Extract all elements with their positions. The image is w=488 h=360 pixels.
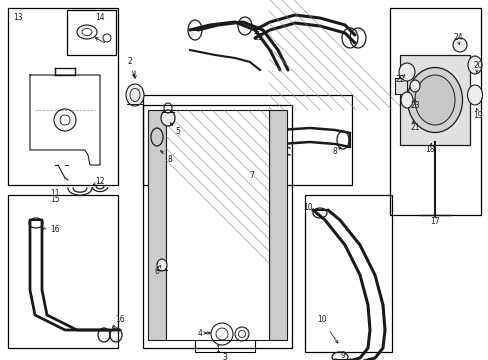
Ellipse shape xyxy=(161,110,175,126)
Ellipse shape xyxy=(414,75,454,125)
Ellipse shape xyxy=(398,63,414,81)
Text: 10: 10 xyxy=(317,315,326,324)
Bar xyxy=(148,110,165,340)
Bar xyxy=(389,8,480,215)
Text: 13: 13 xyxy=(13,13,23,22)
Bar xyxy=(195,316,254,352)
Text: 7: 7 xyxy=(249,171,254,180)
Text: 18: 18 xyxy=(425,145,434,154)
Text: 5: 5 xyxy=(175,127,180,136)
Text: 6: 6 xyxy=(154,267,159,276)
Bar xyxy=(399,55,469,145)
Bar xyxy=(165,110,268,340)
Ellipse shape xyxy=(157,259,167,271)
Bar xyxy=(8,195,118,348)
Text: 2: 2 xyxy=(127,58,132,67)
Text: 23: 23 xyxy=(409,100,419,109)
Bar xyxy=(142,105,291,348)
Text: 14: 14 xyxy=(95,13,104,22)
Ellipse shape xyxy=(126,84,143,106)
Bar xyxy=(142,95,351,185)
Text: 9: 9 xyxy=(340,351,345,360)
Text: 21: 21 xyxy=(409,123,419,132)
Text: 16: 16 xyxy=(115,315,124,324)
Text: 15: 15 xyxy=(50,195,60,204)
Text: 10: 10 xyxy=(303,202,312,211)
Bar xyxy=(8,8,118,185)
Ellipse shape xyxy=(407,68,462,132)
Text: 11: 11 xyxy=(50,189,60,198)
Ellipse shape xyxy=(467,85,482,105)
Text: 19: 19 xyxy=(472,111,482,120)
Ellipse shape xyxy=(452,38,466,52)
Text: 8: 8 xyxy=(332,148,337,157)
Text: 8: 8 xyxy=(167,156,172,165)
Text: 20: 20 xyxy=(472,60,482,69)
Text: 25: 25 xyxy=(253,33,262,42)
Text: 1: 1 xyxy=(215,346,220,355)
Text: 17: 17 xyxy=(429,217,439,226)
Text: 22: 22 xyxy=(394,76,404,85)
Text: 3: 3 xyxy=(222,354,227,360)
Text: 4: 4 xyxy=(197,328,202,338)
Bar xyxy=(305,195,391,352)
Text: 16: 16 xyxy=(50,225,60,234)
Text: 12: 12 xyxy=(95,177,104,186)
Text: 24: 24 xyxy=(452,33,462,42)
Ellipse shape xyxy=(467,56,481,74)
Bar xyxy=(394,78,406,94)
Ellipse shape xyxy=(409,80,419,92)
Bar xyxy=(268,110,286,340)
Ellipse shape xyxy=(400,92,412,108)
Bar xyxy=(67,10,116,55)
